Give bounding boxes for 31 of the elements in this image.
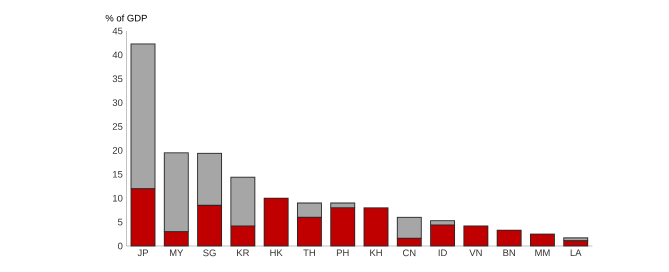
y-tick-label: 30 <box>112 99 122 106</box>
y-tick-label: 10 <box>113 194 122 202</box>
x-tick-label: MY <box>170 250 184 256</box>
y-tick-label: 45 <box>112 28 122 34</box>
y-tick-label: 20 <box>112 147 122 154</box>
x-tick-label: LA <box>570 250 582 256</box>
x-tick-label: KH <box>370 250 382 256</box>
x-tick-label: ID <box>438 250 447 256</box>
y-tick-label: 40 <box>112 52 122 58</box>
y-tick-label: 15 <box>113 171 122 178</box>
y-tick-label: 0 <box>118 242 122 250</box>
y-axis-title: % of GDP <box>106 14 147 22</box>
x-tick-label: CN <box>402 250 416 256</box>
bar <box>530 234 555 246</box>
x-tick-label: BN <box>503 250 515 256</box>
x-tick-label: SG <box>203 250 216 256</box>
bar <box>496 230 522 246</box>
x-tick-label: HK <box>270 250 283 256</box>
y-tick-label: 5 <box>118 218 122 226</box>
bar <box>264 198 289 246</box>
y-tick-label: 25 <box>112 123 122 130</box>
bar <box>563 240 588 246</box>
bar <box>463 225 488 246</box>
x-tick-label: VN <box>469 250 482 256</box>
x-tick-label: TH <box>303 250 315 256</box>
x-tick-label: MM <box>535 250 550 256</box>
x-tick-label: JP <box>138 250 148 256</box>
y-tick-label: 35 <box>112 75 122 82</box>
x-tick-label: KR <box>237 250 250 256</box>
bar <box>364 207 388 246</box>
x-tick-label: PH <box>336 250 349 256</box>
